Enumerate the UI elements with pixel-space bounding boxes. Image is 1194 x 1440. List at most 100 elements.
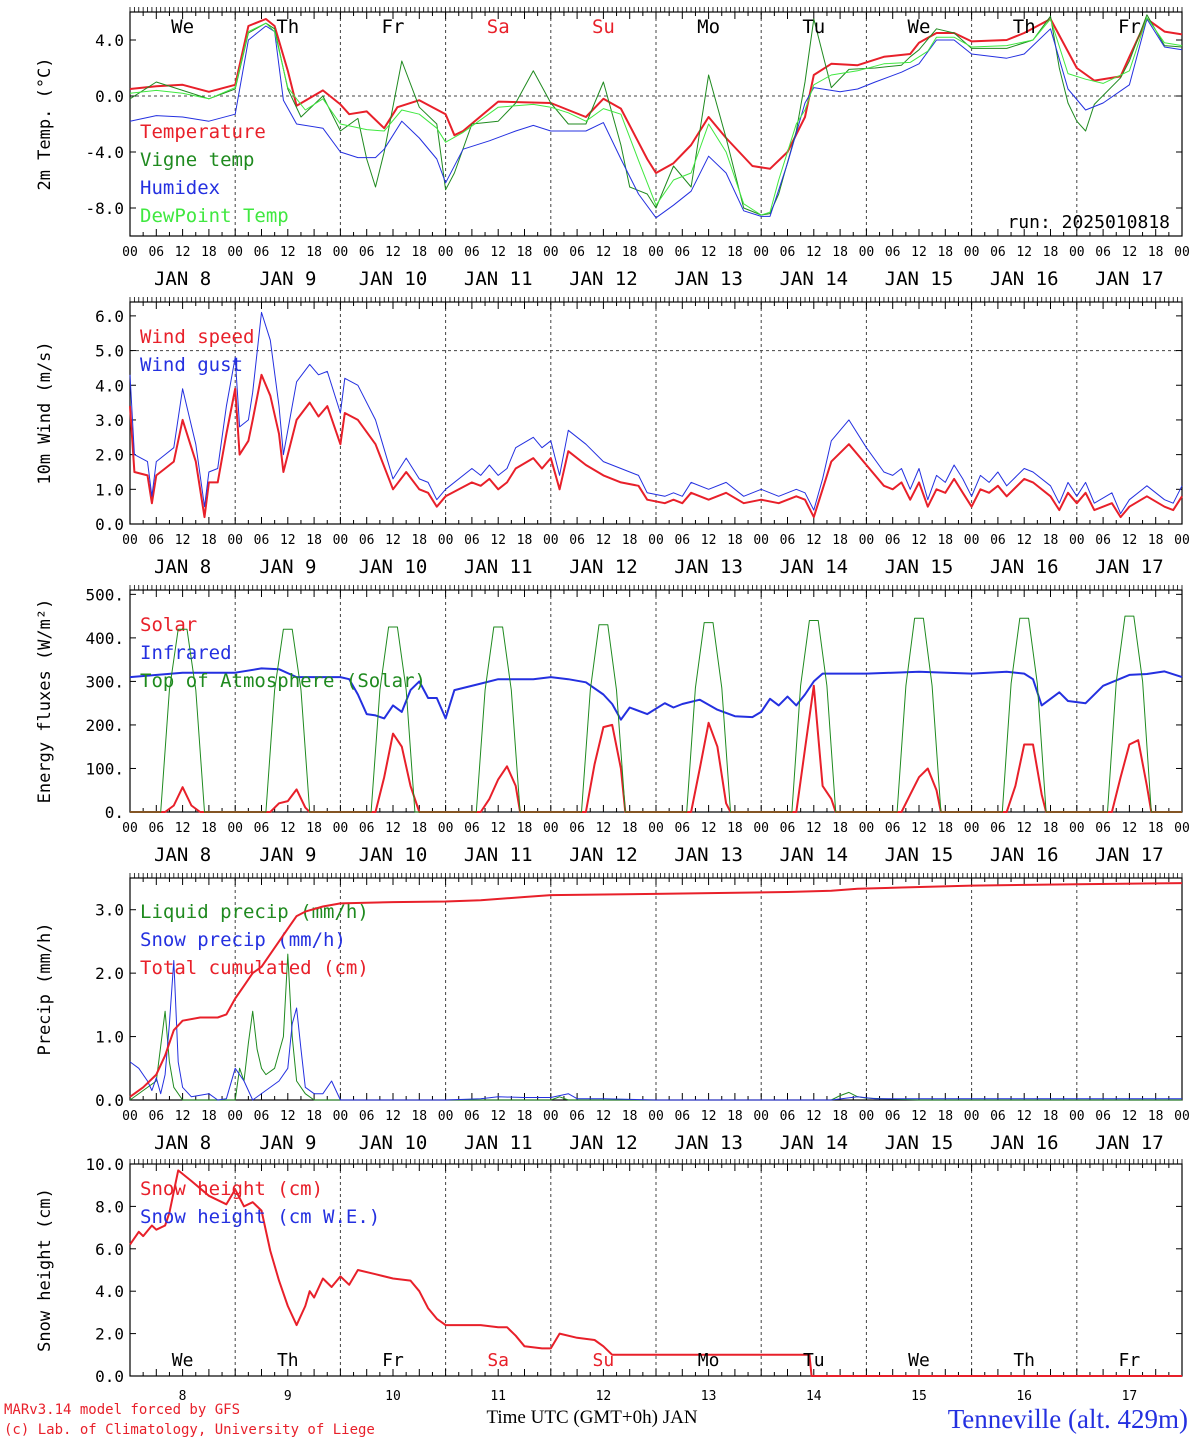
legend-entry: Temperature bbox=[140, 121, 266, 143]
series-line-snow-height-cm bbox=[129, 1169, 1182, 1377]
hour-tick-label: 00 bbox=[964, 1109, 980, 1124]
weekday-label: Tu bbox=[802, 16, 825, 38]
weekday-label: We bbox=[908, 16, 931, 38]
hour-tick-label: 12 bbox=[911, 821, 927, 836]
hour-tick-label: 12 bbox=[1016, 245, 1032, 260]
hour-tick-label: 00 bbox=[227, 533, 243, 548]
y-tick-label: -4.0 bbox=[85, 143, 124, 162]
hour-tick-label: 12 bbox=[806, 245, 822, 260]
hour-tick-label: 12 bbox=[701, 245, 717, 260]
station-title: Tenneville (alt. 429m) bbox=[948, 1404, 1188, 1434]
hour-tick-label: 12 bbox=[596, 1109, 612, 1124]
hour-tick-label: 00 bbox=[859, 245, 875, 260]
y-tick-label: 3.0 bbox=[95, 901, 124, 920]
hour-tick-label: 18 bbox=[1148, 1109, 1164, 1124]
hour-tick-label: 18 bbox=[1043, 821, 1059, 836]
date-label: JAN 10 bbox=[359, 268, 428, 290]
chart-panel-2: 0.0 1.0 2.0 3.0 4.0 5.0 6.0 10m Wind (m/s) Wind … bbox=[35, 297, 1190, 578]
hour-tick-label: 12 bbox=[1122, 533, 1138, 548]
legend-entry: Top of Atmosphere (Solar) bbox=[140, 670, 426, 692]
hour-tick-label: 12 bbox=[1016, 821, 1032, 836]
date-label: JAN 11 bbox=[464, 268, 533, 290]
weekday-label: Th bbox=[276, 16, 299, 38]
hour-tick-label: 18 bbox=[517, 533, 533, 548]
y-tick-label: 2.0 bbox=[95, 1325, 124, 1344]
hour-tick-label: 12 bbox=[385, 533, 401, 548]
hour-tick-label: 18 bbox=[622, 245, 638, 260]
series-line-infrared bbox=[129, 667, 1183, 721]
date-label: JAN 13 bbox=[674, 844, 743, 866]
hour-tick-label: 12 bbox=[1016, 533, 1032, 548]
weekday-label: Fr bbox=[382, 1350, 404, 1371]
series-line-humidex bbox=[129, 18, 1183, 219]
chart-panels: -8.0 -4.0 0.0 4.0 2m Temp. (°C) Temperature Vi… bbox=[35, 7, 1190, 1404]
hour-tick-label: 18 bbox=[201, 821, 217, 836]
series-line-dewpoint-temp bbox=[129, 17, 1183, 216]
y-tick-label: 5.0 bbox=[95, 342, 124, 361]
y-tick-label: 8.0 bbox=[95, 1197, 124, 1216]
day-number-label: 13 bbox=[701, 1389, 717, 1404]
weekday-label: Tu bbox=[803, 1350, 825, 1371]
hour-tick-label: 18 bbox=[1148, 821, 1164, 836]
hour-tick-label: 12 bbox=[701, 533, 717, 548]
hour-tick-label: 06 bbox=[359, 1109, 375, 1124]
day-number-label: 12 bbox=[596, 1389, 612, 1404]
hour-tick-label: 06 bbox=[569, 821, 585, 836]
hour-tick-label: 18 bbox=[411, 1109, 427, 1124]
hour-tick-label: 12 bbox=[701, 1109, 717, 1124]
day-number-label: 8 bbox=[179, 1389, 187, 1404]
hour-tick-label: 18 bbox=[832, 1109, 848, 1124]
y-tick-label: 200. bbox=[85, 716, 124, 735]
hour-tick-label: 00 bbox=[648, 821, 664, 836]
hour-tick-label: 00 bbox=[648, 245, 664, 260]
hour-tick-label: 00 bbox=[333, 533, 349, 548]
date-label: JAN 11 bbox=[464, 1132, 533, 1154]
date-label: JAN 14 bbox=[779, 556, 848, 578]
legend-entry: Humidex bbox=[140, 177, 220, 199]
hour-tick-label: 18 bbox=[832, 533, 848, 548]
hour-tick-label: 00 bbox=[227, 821, 243, 836]
date-label: JAN 17 bbox=[1095, 268, 1164, 290]
y-tick-label: 0. bbox=[105, 803, 124, 822]
hour-tick-label: 12 bbox=[490, 1109, 506, 1124]
hour-tick-label: 18 bbox=[411, 533, 427, 548]
hour-tick-label: 06 bbox=[990, 245, 1006, 260]
hour-tick-label: 18 bbox=[411, 245, 427, 260]
hour-tick-label: 18 bbox=[306, 821, 322, 836]
hour-tick-label: 18 bbox=[201, 533, 217, 548]
hour-tick-label: 00 bbox=[1174, 1109, 1190, 1124]
hour-tick-label: 18 bbox=[517, 245, 533, 260]
legend-entry: Snow height (cm) bbox=[140, 1178, 323, 1200]
hour-tick-label: 06 bbox=[674, 1109, 690, 1124]
hour-tick-label: 18 bbox=[201, 1109, 217, 1124]
hour-tick-label: 06 bbox=[885, 821, 901, 836]
day-number-label: 14 bbox=[806, 1389, 822, 1404]
series-line-top-of-atmosphere-solar bbox=[130, 615, 1182, 813]
hour-tick-label: 06 bbox=[148, 821, 164, 836]
date-label: JAN 14 bbox=[779, 1132, 848, 1154]
hour-tick-label: 18 bbox=[622, 533, 638, 548]
date-label: JAN 13 bbox=[674, 268, 743, 290]
hour-tick-label: 06 bbox=[674, 533, 690, 548]
hour-tick-label: 06 bbox=[780, 1109, 796, 1124]
hour-tick-label: 06 bbox=[464, 1109, 480, 1124]
hour-tick-label: 18 bbox=[727, 245, 743, 260]
hour-tick-label: 00 bbox=[964, 533, 980, 548]
hour-tick-label: 00 bbox=[438, 1109, 454, 1124]
hour-tick-label: 12 bbox=[596, 245, 612, 260]
hour-tick-label: 00 bbox=[1069, 1109, 1085, 1124]
hour-tick-label: 06 bbox=[148, 1109, 164, 1124]
hour-tick-label: 18 bbox=[727, 533, 743, 548]
date-label: JAN 9 bbox=[259, 844, 316, 866]
legend-entry: Snow height (cm W.E.) bbox=[140, 1206, 380, 1228]
date-label: JAN 15 bbox=[885, 1132, 954, 1154]
date-label: JAN 8 bbox=[154, 844, 211, 866]
weekday-label: Sa bbox=[487, 16, 510, 38]
legend-entry: Total cumulated (cm) bbox=[140, 957, 369, 979]
hour-tick-label: 00 bbox=[1069, 533, 1085, 548]
hour-tick-label: 12 bbox=[911, 533, 927, 548]
hour-tick-label: 00 bbox=[1174, 245, 1190, 260]
hour-tick-label: 12 bbox=[701, 821, 717, 836]
hour-tick-label: 00 bbox=[648, 1109, 664, 1124]
hour-tick-label: 00 bbox=[333, 1109, 349, 1124]
